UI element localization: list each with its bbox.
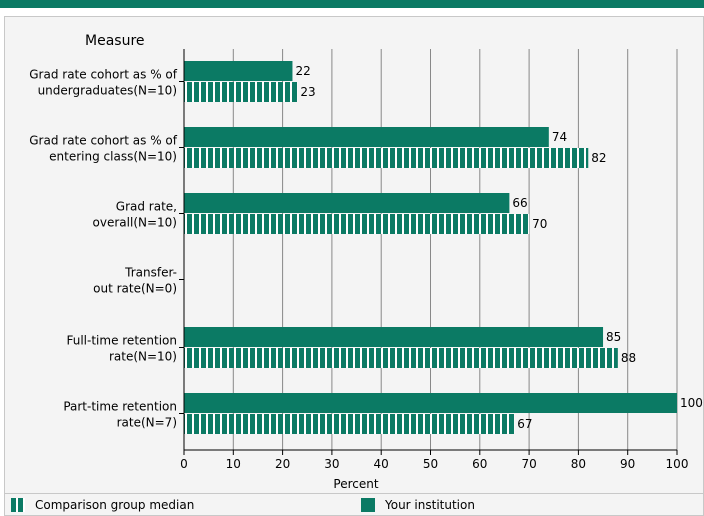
x-axis: 0 10 20 30 40 50 60 70 80 90 100 <box>179 49 688 471</box>
x-tick-label: 50 <box>423 457 438 471</box>
top-accent-bar <box>0 0 704 8</box>
category-label: rate(N=7) <box>117 416 177 430</box>
x-tick-label: 30 <box>324 457 339 471</box>
category-header: Measure <box>85 33 145 49</box>
x-tick-label: 80 <box>571 457 586 471</box>
data-label-your-institution: 22 <box>295 64 310 78</box>
category-label: Part-time retention <box>63 400 177 414</box>
legend-label-comparison: Comparison group median <box>35 498 195 512</box>
bar-your-institution <box>184 393 677 413</box>
x-tick-label: 0 <box>180 457 188 471</box>
data-label-comparison-median: 23 <box>300 85 315 99</box>
x-axis-title: Percent <box>333 477 378 491</box>
x-tick-label: 40 <box>374 457 389 471</box>
category-label: Grad rate cohort as % of <box>29 134 178 148</box>
data-label-your-institution: 100 <box>680 396 703 410</box>
legend-label-institution: Your institution <box>385 498 475 512</box>
data-label-comparison-median: 67 <box>517 417 532 431</box>
bar-comparison-median <box>184 348 618 368</box>
bar-comparison-median <box>184 214 530 234</box>
data-label-comparison-median: 82 <box>591 151 606 165</box>
category-label: Grad rate, <box>116 200 177 214</box>
category-label: overall(N=10) <box>93 216 177 230</box>
bar-your-institution <box>184 61 293 81</box>
x-tick-label: 70 <box>521 457 536 471</box>
data-label-your-institution: 66 <box>512 196 527 210</box>
legend-swatch-striped-icon <box>11 498 25 512</box>
legend: Comparison group median Your institution <box>4 494 704 516</box>
category-label: out rate(N=0) <box>93 282 177 296</box>
category-label: entering class(N=10) <box>49 150 177 164</box>
data-label-your-institution: 74 <box>552 130 567 144</box>
bar-your-institution <box>184 193 510 213</box>
bar-your-institution <box>184 327 604 347</box>
x-tick-label: 100 <box>666 457 689 471</box>
category-label: Full-time retention <box>66 334 177 348</box>
bar-your-institution <box>184 127 549 147</box>
category-label: undergraduates(N=10) <box>38 84 177 98</box>
bar-comparison-median <box>184 148 589 168</box>
x-tick-label: 20 <box>275 457 290 471</box>
x-tick-label: 90 <box>620 457 635 471</box>
bar-comparison-median <box>184 82 298 102</box>
chart-area: Measure 22 23 74 82 66 70 85 88 100 67 Grad rate … <box>4 16 704 494</box>
x-tick-label: 10 <box>226 457 241 471</box>
category-labels: Grad rate cohort as % of undergraduates(N… <box>29 68 178 430</box>
data-label-comparison-median: 70 <box>532 217 547 231</box>
category-label: Transfer- <box>124 266 177 280</box>
data-label-comparison-median: 88 <box>621 351 636 365</box>
bar-comparison-median <box>184 414 515 434</box>
legend-swatch-solid-icon <box>361 498 375 512</box>
gridlines <box>232 49 678 450</box>
data-label-your-institution: 85 <box>606 330 621 344</box>
category-label: rate(N=10) <box>109 350 177 364</box>
x-tick-label: 60 <box>472 457 487 471</box>
category-label: Grad rate cohort as % of <box>29 68 178 82</box>
